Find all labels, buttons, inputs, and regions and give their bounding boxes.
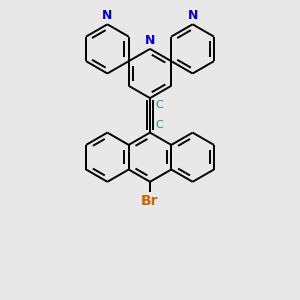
Text: N: N [102,9,112,22]
Text: C: C [155,100,163,110]
Text: N: N [145,34,155,46]
Text: C: C [155,119,163,130]
Text: Br: Br [141,194,159,208]
Text: N: N [188,9,198,22]
